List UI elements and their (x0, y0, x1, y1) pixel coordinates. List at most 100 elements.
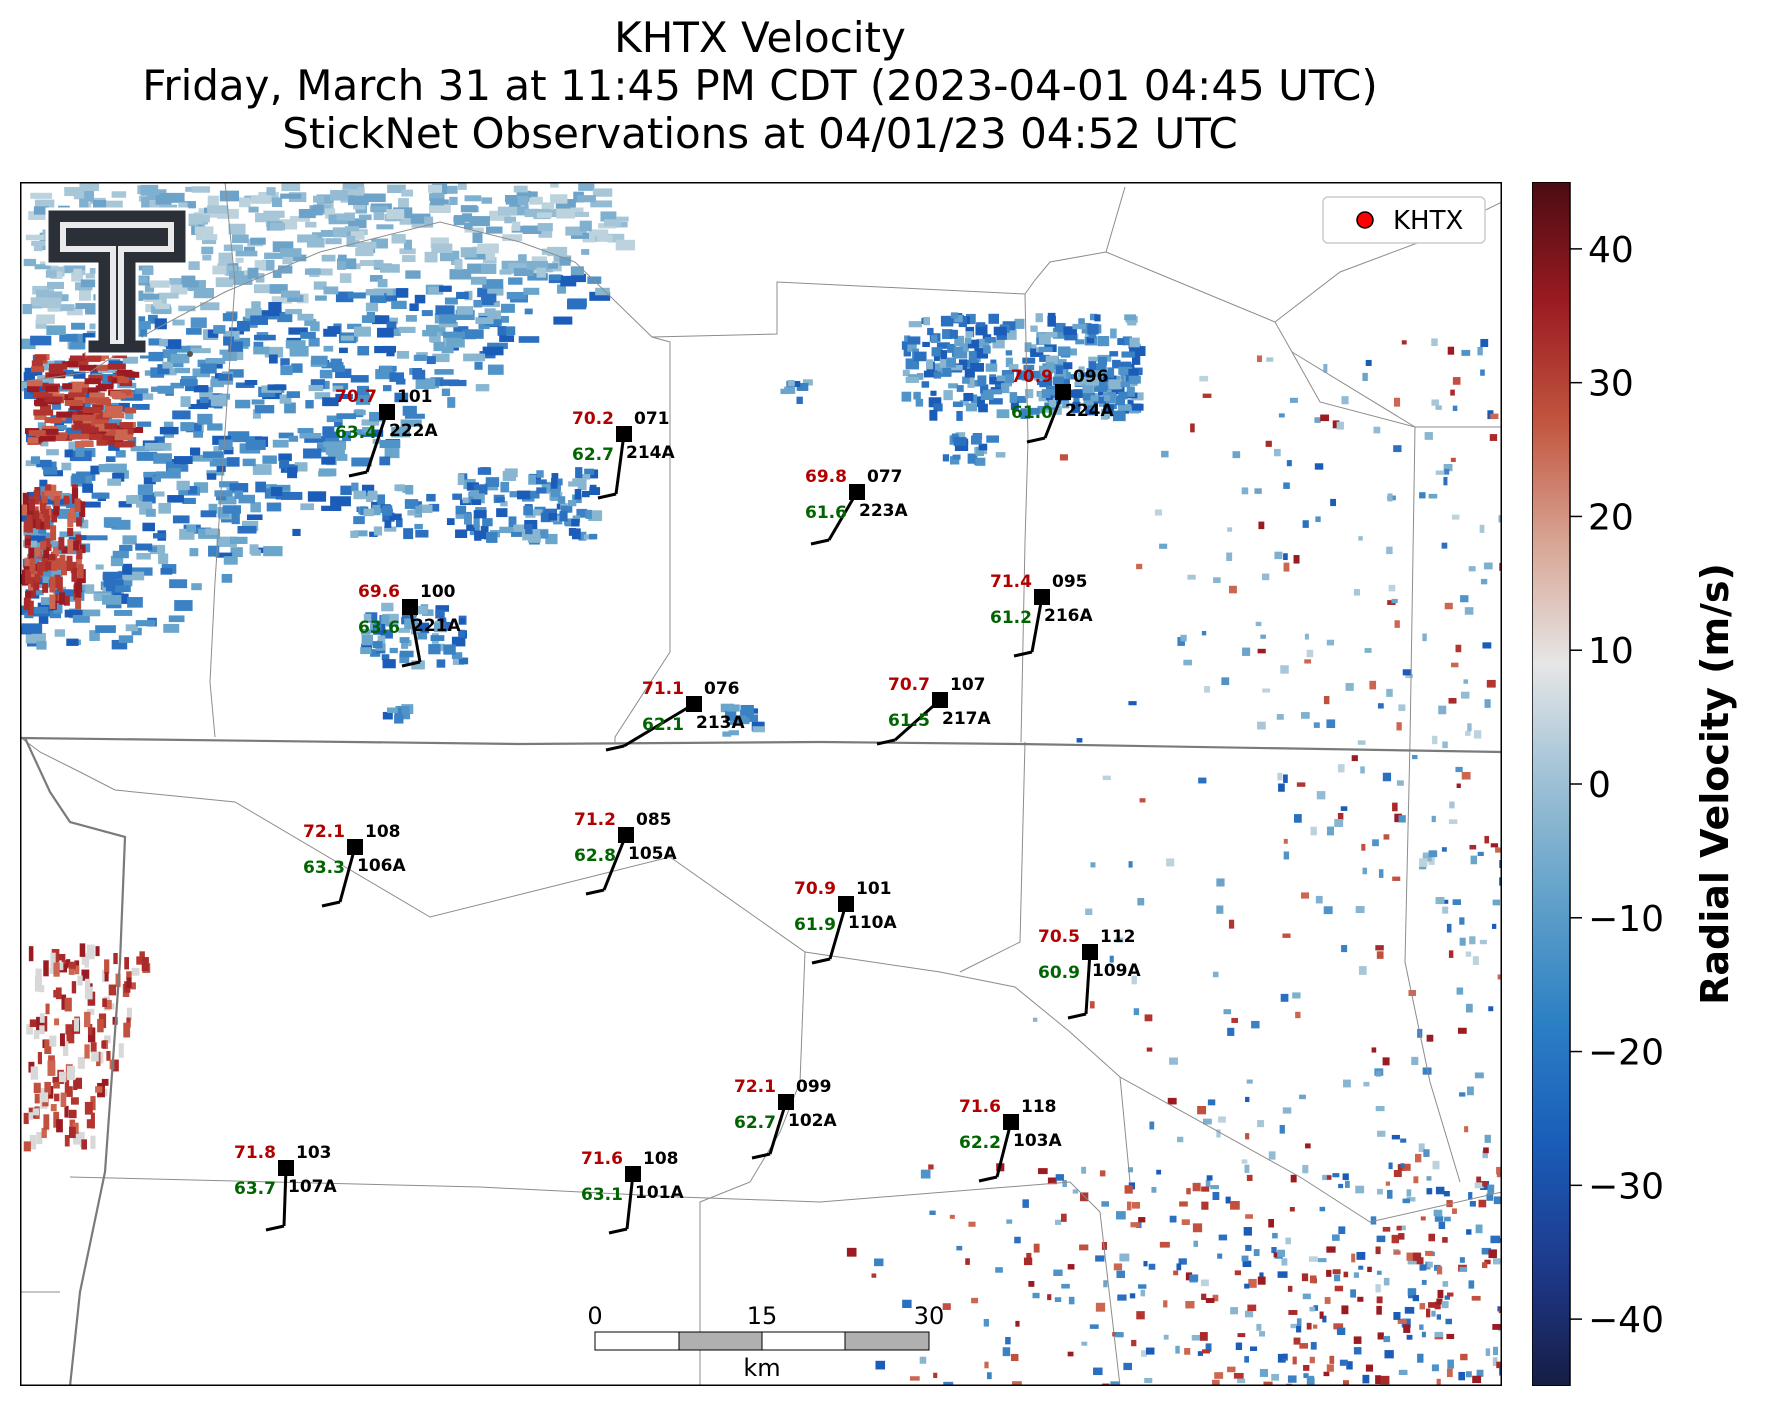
wind-barb-flag (1026, 436, 1046, 444)
wind-barb-flag (265, 1224, 285, 1232)
colorbar-tick-label: 10 (1588, 631, 1634, 672)
station-value: 085 (636, 810, 672, 830)
wind-barb-flag (811, 957, 831, 965)
station-106A[interactable]: 72.1 108 63.3 106A (303, 822, 406, 908)
state-boundary (20, 736, 1502, 1386)
station-217A[interactable]: 70.7 107 61.5 217A (876, 675, 991, 746)
station-110A[interactable]: 70.9 101 61.9 110A (794, 879, 897, 965)
station-223A[interactable]: 69.8 077 61.6 223A (805, 467, 908, 546)
wind-barb-flag (401, 660, 421, 668)
station-temperature: 72.1 (734, 1077, 776, 1097)
station-103A[interactable]: 71.6 118 62.2 103A (959, 1097, 1062, 1183)
station-value: 112 (1100, 927, 1136, 947)
colorbar-tick-label: 0 (1588, 765, 1611, 806)
title-line-2: Friday, March 31 at 11:45 PM CDT (2023-0… (142, 61, 1378, 110)
station-marker (625, 1166, 641, 1182)
station-value: 095 (1052, 572, 1088, 592)
station-id: 106A (357, 856, 406, 876)
station-id: 217A (942, 709, 991, 729)
wind-barb-flag (321, 900, 341, 908)
station-marker (402, 599, 418, 615)
sticknet-stations: 70.7 101 63.4 222A 70.2 071 62.7 214A 69.8 077 61.… (234, 367, 1141, 1235)
wind-barb-flag (978, 1175, 998, 1183)
station-102A[interactable]: 72.1 099 62.7 102A (734, 1077, 837, 1160)
station-temperature: 71.1 (642, 679, 684, 699)
station-temperature: 71.6 (581, 1149, 623, 1169)
colorbar-tick-label: −30 (1588, 1166, 1664, 1207)
station-value: 118 (1021, 1097, 1057, 1117)
colorbar-tick-label: 30 (1588, 364, 1634, 405)
station-dewpoint: 61.6 (805, 503, 847, 523)
station-marker (686, 696, 702, 712)
station-dewpoint: 62.2 (959, 1133, 1001, 1153)
station-107A[interactable]: 71.8 103 63.7 107A (234, 1143, 337, 1232)
map-title: KHTX Velocity Friday, March 31 at 11:45 … (0, 14, 1520, 158)
station-dewpoint: 62.7 (572, 445, 614, 465)
station-temperature: 72.1 (303, 822, 345, 842)
wind-barb (1030, 596, 1044, 653)
station-marker (379, 404, 395, 420)
station-dewpoint: 60.9 (1038, 963, 1080, 983)
wind-barb-flag (597, 492, 617, 500)
wind-barb-flag (751, 1152, 771, 1160)
station-id: 221A (412, 616, 461, 636)
scale-tick-0: 0 (587, 1302, 602, 1330)
legend: KHTX (1322, 196, 1486, 244)
station-id: 103A (1013, 1131, 1062, 1151)
station-value: 101 (856, 879, 892, 899)
station-101A[interactable]: 71.6 108 63.1 101A (581, 1149, 684, 1235)
wind-barb-flag (608, 1227, 628, 1235)
colorbar-gradient (1532, 182, 1571, 1386)
wind-barb-flag (810, 538, 830, 546)
wind-barb-flag (605, 744, 625, 752)
station-id: 224A (1065, 401, 1114, 421)
station-224A[interactable]: 70.9 096 61.0 224A (1011, 367, 1114, 444)
station-216A[interactable]: 71.4 095 61.2 216A (990, 572, 1093, 658)
map-background (20, 182, 1502, 1386)
station-222A[interactable]: 70.7 101 63.4 222A (335, 387, 438, 478)
title-line-1: KHTX Velocity (614, 13, 906, 62)
wind-barb (282, 1167, 288, 1227)
station-marker (778, 1094, 794, 1110)
station-dewpoint: 61.9 (794, 915, 836, 935)
station-temperature: 70.9 (794, 879, 836, 899)
station-id: 223A (859, 501, 908, 521)
colorbar-tick-label: 40 (1588, 230, 1634, 271)
texas-tech-logo (45, 207, 193, 357)
wind-barb-flag (1067, 1012, 1087, 1020)
wind-barb (828, 903, 848, 960)
colorbar-tick-label: −40 (1588, 1300, 1664, 1341)
station-213A[interactable]: 71.1 076 62.1 213A (605, 679, 745, 752)
station-214A[interactable]: 70.2 071 62.7 214A (572, 409, 675, 500)
scale-unit: km (743, 1354, 780, 1382)
station-dewpoint: 61.5 (888, 711, 930, 731)
station-id: 222A (389, 421, 438, 441)
legend-label: KHTX (1393, 206, 1463, 236)
wind-barb (768, 1101, 788, 1155)
station-value: 076 (704, 679, 740, 699)
colorbar-tick-label: −20 (1588, 1033, 1664, 1074)
station-221A[interactable]: 69.6 100 63.6 221A (358, 582, 461, 668)
station-109A[interactable]: 70.5 112 60.9 109A (1038, 927, 1141, 1020)
station-dewpoint: 61.2 (990, 608, 1032, 628)
scale-tick-15: 15 (747, 1302, 778, 1330)
station-105A[interactable]: 71.2 085 62.8 105A (574, 810, 677, 896)
wind-barb (408, 606, 422, 663)
station-dewpoint: 61.0 (1011, 403, 1053, 423)
colorbar: 40 30 20 10 0 −10 −20 −30 −40 Radial Velocity (m… (1532, 182, 1737, 1386)
station-marker (838, 896, 854, 912)
legend-box (1322, 196, 1486, 244)
map-frame (20, 182, 1502, 1386)
station-temperature: 70.5 (1038, 927, 1080, 947)
station-dewpoint: 63.4 (335, 423, 377, 443)
radar-map[interactable]: 70.7 101 63.4 222A 70.2 071 62.7 214A 69.8 077 61.… (20, 182, 1502, 1386)
colorbar-ticks: 40 30 20 10 0 −10 −20 −30 −40 (1570, 230, 1664, 1341)
velocity-echoes (20, 182, 1502, 1386)
wind-barb-flag (348, 470, 368, 478)
colorbar-tick-label: 20 (1588, 497, 1634, 538)
station-marker (932, 692, 948, 708)
station-dewpoint: 63.6 (358, 618, 400, 638)
station-temperature: 69.8 (805, 467, 847, 487)
station-id: 216A (1044, 606, 1093, 626)
station-marker (1034, 589, 1050, 605)
